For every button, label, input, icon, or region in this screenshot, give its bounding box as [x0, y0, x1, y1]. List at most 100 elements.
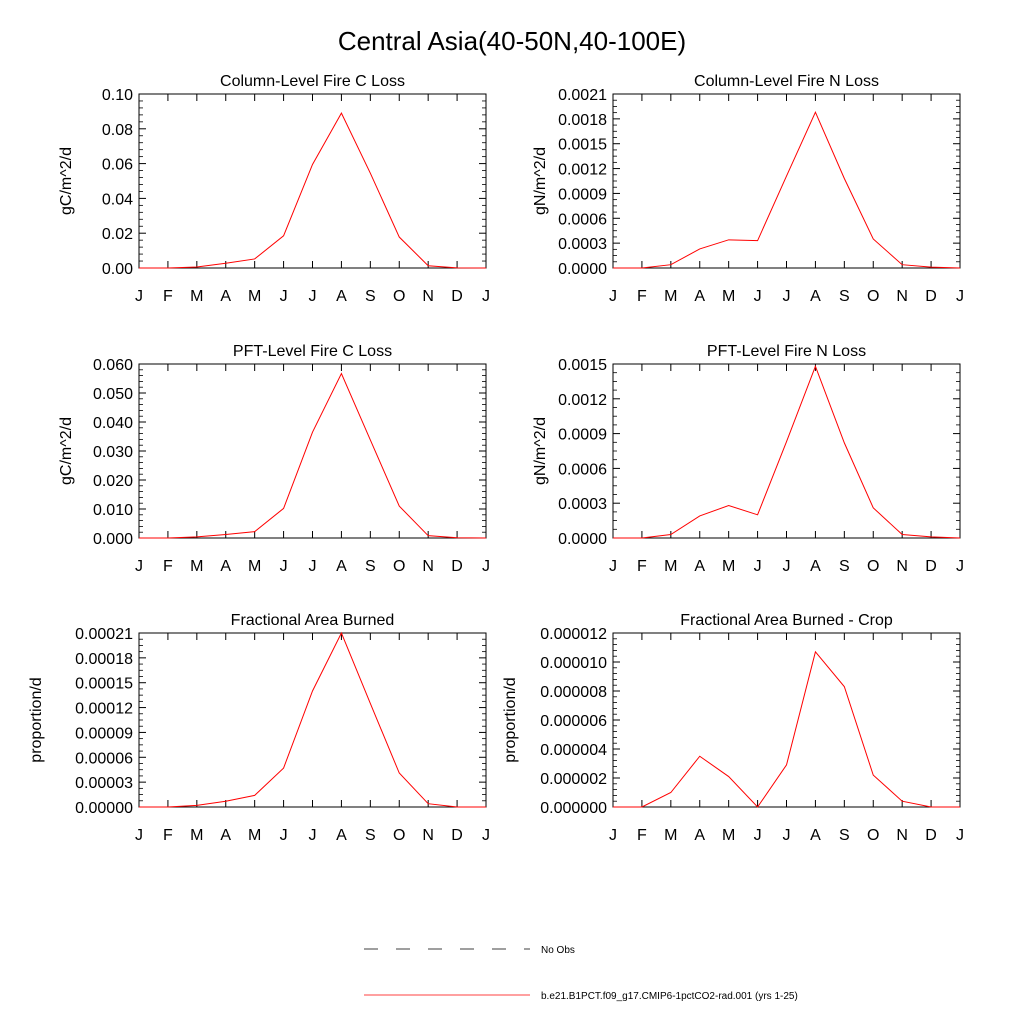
y-tick-label: 0.00006 — [75, 750, 133, 767]
series-line — [139, 112, 487, 269]
y-tick-label: 0.0015 — [558, 137, 607, 154]
x-tick-label: N — [896, 827, 908, 844]
x-tick-label: M — [664, 288, 677, 305]
x-tick-label: M — [664, 827, 677, 844]
y-tick-label: 0.0015 — [558, 357, 607, 374]
y-tick-label: 0.0012 — [558, 392, 607, 409]
x-tick-label: F — [163, 827, 173, 844]
x-tick-label: O — [393, 288, 405, 305]
x-tick-label: A — [694, 288, 705, 305]
x-tick-label: A — [810, 288, 821, 305]
chart-title: PFT-Level Fire N Loss — [707, 343, 866, 360]
y-tick-label: 0.0003 — [558, 236, 607, 253]
legend-model-label: b.e21.B1PCT.f09_g17.CMIP6-1pctCO2-rad.00… — [541, 991, 798, 1002]
x-tick-label: J — [482, 558, 490, 575]
y-tick-label: 0.0003 — [558, 496, 607, 513]
x-tick-label: F — [637, 288, 647, 305]
x-tick-label: D — [925, 288, 937, 305]
y-tick-label: 0.000000 — [540, 800, 607, 817]
x-tick-label: A — [694, 827, 705, 844]
y-tick-label: 0.00012 — [75, 701, 133, 718]
x-tick-label: J — [754, 827, 762, 844]
x-tick-label: N — [422, 288, 434, 305]
y-tick-label: 0.02 — [102, 226, 133, 243]
y-axis-label: proportion/d — [28, 677, 45, 762]
y-tick-label: 0.00 — [102, 261, 133, 278]
chart-title: Column-Level Fire N Loss — [694, 73, 879, 90]
y-tick-label: 0.000008 — [540, 684, 607, 701]
x-tick-label: J — [609, 288, 617, 305]
y-axis-label: gN/m^2/d — [532, 147, 549, 215]
y-tick-label: 0.04 — [102, 191, 133, 208]
chart-panel: Fractional Area Burned - Crop proportion/… — [502, 612, 964, 844]
y-tick-label: 0.000010 — [540, 655, 607, 672]
x-tick-label: J — [482, 288, 490, 305]
plot-frame — [612, 363, 961, 539]
y-tick-label: 0.0000 — [558, 531, 607, 548]
x-tick-label: J — [135, 288, 143, 305]
y-tick-label: 0.060 — [93, 357, 133, 374]
y-tick-label: 0.00015 — [75, 676, 133, 693]
x-tick-label: S — [365, 558, 376, 575]
x-tick-label: M — [248, 827, 261, 844]
x-tick-label: J — [956, 827, 964, 844]
x-tick-label: J — [280, 288, 288, 305]
y-tick-label: 0.0000 — [558, 261, 607, 278]
plot-frame — [612, 93, 961, 269]
x-tick-label: N — [422, 827, 434, 844]
x-tick-label: J — [135, 558, 143, 575]
x-tick-label: J — [783, 827, 791, 844]
y-tick-label: 0.10 — [102, 87, 133, 104]
y-tick-label: 0.010 — [93, 502, 133, 519]
y-tick-label: 0.000004 — [540, 742, 607, 759]
y-tick-label: 0.0006 — [558, 211, 607, 228]
x-tick-label: J — [783, 288, 791, 305]
x-tick-label: D — [925, 558, 937, 575]
x-tick-label: J — [956, 558, 964, 575]
y-axis-label: gN/m^2/d — [532, 417, 549, 485]
y-axis-label: gC/m^2/d — [58, 417, 75, 485]
y-tick-label: 0.0021 — [558, 87, 607, 104]
x-tick-label: A — [220, 558, 231, 575]
x-tick-label: F — [163, 558, 173, 575]
x-tick-label: N — [422, 558, 434, 575]
y-tick-label: 0.0012 — [558, 162, 607, 179]
x-tick-label: J — [956, 288, 964, 305]
chart-panel: Column-Level Fire N Loss gN/m^2/d 0.0000 0.… — [532, 73, 964, 305]
x-tick-label: J — [609, 827, 617, 844]
series-line — [139, 631, 486, 808]
x-tick-label: D — [451, 288, 463, 305]
x-tick-label: J — [609, 558, 617, 575]
y-tick-label: 0.050 — [93, 386, 133, 403]
y-tick-label: 0.00009 — [75, 725, 133, 742]
chart-panel: PFT-Level Fire N Loss gN/m^2/d 0.0000 0.000… — [532, 343, 964, 575]
y-tick-label: 0.08 — [102, 122, 133, 139]
x-tick-label: J — [280, 827, 288, 844]
y-tick-label: 0.000012 — [540, 626, 607, 643]
x-tick-label: A — [336, 827, 347, 844]
y-tick-label: 0.00021 — [75, 626, 133, 643]
chart-title: PFT-Level Fire C Loss — [233, 343, 392, 360]
x-tick-label: J — [482, 827, 490, 844]
y-tick-label: 0.0006 — [558, 461, 607, 478]
page-title: Central Asia(40-50N,40-100E) — [338, 26, 686, 56]
x-tick-label: J — [754, 558, 762, 575]
y-tick-label: 0.06 — [102, 157, 133, 174]
x-tick-label: D — [925, 827, 937, 844]
x-tick-label: M — [722, 558, 735, 575]
x-tick-label: N — [896, 288, 908, 305]
x-tick-label: J — [309, 288, 317, 305]
plot-frame — [138, 363, 487, 539]
x-tick-label: D — [451, 558, 463, 575]
y-tick-label: 0.040 — [93, 415, 133, 432]
x-tick-label: O — [867, 558, 879, 575]
x-tick-label: M — [190, 558, 203, 575]
x-tick-label: N — [896, 558, 908, 575]
plot-frame — [612, 632, 961, 808]
chart-panel: Fractional Area Burned proportion/d 0.0000… — [28, 612, 490, 844]
x-tick-label: F — [637, 827, 647, 844]
x-tick-label: J — [783, 558, 791, 575]
series-line — [613, 110, 961, 269]
y-tick-label: 0.0018 — [558, 112, 607, 129]
x-tick-label: J — [309, 827, 317, 844]
